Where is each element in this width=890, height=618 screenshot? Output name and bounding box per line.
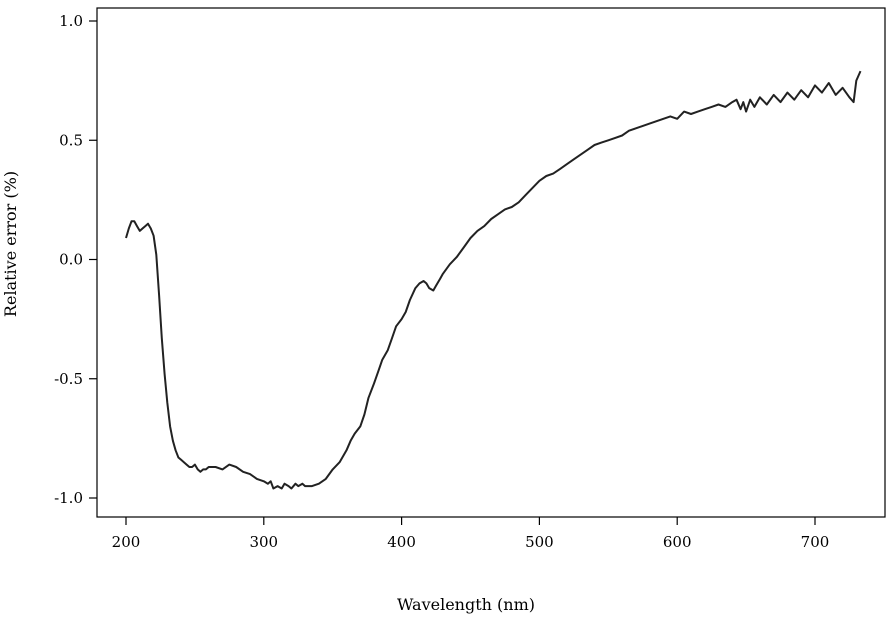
series-line: [125, 70, 862, 490]
y-axis-ticks: 1.0 0.5 0.0 -0.5 -1.0: [54, 12, 97, 507]
y-tick-label: 1.0: [59, 12, 83, 30]
y-axis-title: Relative error (%): [1, 171, 20, 317]
x-axis-ticks: 200 300 400 500 600 700: [112, 517, 830, 551]
x-tick-label: 700: [801, 533, 830, 551]
x-tick-label: 600: [663, 533, 692, 551]
x-tick-label: 500: [525, 533, 554, 551]
x-tick-label: 400: [387, 533, 416, 551]
y-tick-label: -1.0: [54, 489, 83, 507]
y-tick-label: 0.0: [59, 251, 83, 269]
y-tick-label: -0.5: [54, 370, 83, 388]
x-axis-title: Wavelength (nm): [397, 595, 535, 614]
y-tick-label: 0.5: [59, 131, 83, 149]
x-tick-label: 300: [249, 533, 278, 551]
plot-frame: [96, 7, 886, 518]
x-tick-label: 200: [112, 533, 141, 551]
